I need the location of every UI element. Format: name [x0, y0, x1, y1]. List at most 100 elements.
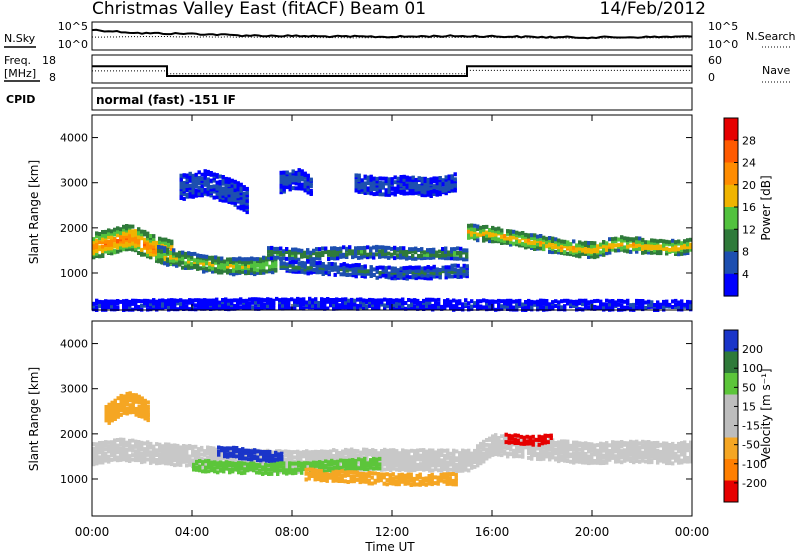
range-gate-cell — [225, 466, 229, 471]
range-gate-cell — [491, 449, 495, 454]
range-gate-cell — [208, 265, 212, 270]
range-gate-cell — [400, 476, 404, 480]
range-gate-cell — [276, 464, 280, 469]
range-gate-cell — [275, 296, 279, 301]
range-gate-cell — [268, 455, 272, 460]
range-gate-cell — [194, 449, 198, 454]
range-gate-cell — [436, 475, 440, 480]
range-gate-cell — [104, 458, 108, 463]
range-gate-cell — [560, 454, 564, 459]
range-gate-cell — [363, 254, 367, 259]
range-gate-cell — [152, 444, 156, 449]
range-gate-cell — [113, 417, 117, 421]
range-gate-cell — [279, 252, 283, 257]
range-gate-cell — [668, 248, 672, 252]
range-gate-cell — [444, 246, 448, 251]
range-gate-cell — [509, 240, 513, 245]
range-gate-cell — [347, 303, 351, 308]
range-gate-cell — [349, 474, 353, 479]
range-gate-cell — [450, 182, 454, 187]
range-gate-cell — [452, 453, 456, 458]
range-gate-cell — [437, 451, 441, 456]
range-gate-cell — [345, 464, 349, 469]
range-gate-cell — [572, 440, 576, 445]
range-gate-cell — [551, 455, 555, 460]
range-gate-cell — [92, 248, 96, 253]
range-gate-cell — [161, 456, 165, 461]
range-gate-cell — [355, 470, 359, 475]
range-gate-cell — [300, 254, 304, 259]
range-gate-cell — [453, 177, 457, 182]
range-gate-cell — [218, 195, 222, 200]
range-gate-cell — [207, 469, 211, 474]
range-gate-cell — [140, 445, 144, 450]
range-gate-cell — [293, 298, 297, 303]
range-gate-cell — [282, 170, 286, 175]
range-gate-cell — [372, 466, 376, 471]
range-gate-cell — [170, 302, 174, 306]
range-gate-cell — [333, 256, 337, 261]
range-gate-cell — [204, 469, 208, 474]
range-gate-cell — [557, 248, 561, 253]
range-gate-cell — [302, 450, 306, 455]
range-gate-cell — [200, 306, 204, 311]
range-gate-cell — [152, 303, 156, 308]
range-gate-cell — [309, 253, 313, 258]
range-gate-cell — [176, 307, 180, 312]
range-gate-cell — [513, 441, 517, 445]
range-gate-cell — [432, 252, 436, 257]
range-gate-cell — [566, 251, 570, 256]
range-gate-cell — [228, 461, 232, 465]
range-gate-cell — [312, 463, 316, 468]
range-gate-cell — [587, 442, 591, 447]
range-gate-cell — [620, 442, 624, 447]
range-gate-cell — [116, 403, 120, 407]
range-gate-cell — [396, 247, 400, 252]
range-gate-cell — [264, 462, 268, 467]
range-gate-cell — [554, 441, 558, 445]
range-gate-cell — [398, 453, 402, 458]
range-gate-cell — [447, 256, 451, 261]
range-gate-cell — [479, 461, 483, 466]
range-gate-cell — [382, 475, 386, 480]
range-gate-cell — [528, 441, 532, 446]
range-gate-cell — [435, 250, 439, 255]
range-gate-cell — [411, 175, 415, 180]
range-gate-cell — [638, 455, 642, 460]
range-gate-cell — [578, 254, 582, 259]
range-gate-cell — [423, 276, 427, 281]
range-gate-cell — [638, 243, 642, 248]
range-gate-cell — [437, 456, 441, 461]
range-gate-cell — [355, 473, 359, 478]
range-gate-cell — [345, 265, 349, 270]
range-gate-cell — [101, 254, 105, 258]
range-gate-cell — [644, 248, 648, 253]
range-gate-cell — [611, 244, 615, 249]
range-gate-cell — [360, 461, 364, 466]
range-gate-cell — [317, 450, 321, 454]
range-gate-cell — [437, 448, 441, 453]
range-gate-cell — [671, 441, 675, 446]
range-gate-cell — [563, 298, 567, 303]
range-gate-cell — [665, 461, 669, 466]
range-gate-cell — [351, 464, 355, 469]
range-gate-cell — [569, 242, 573, 247]
range-gate-cell — [414, 276, 418, 281]
range-gate-cell — [401, 448, 405, 453]
range-gate-cell — [470, 454, 474, 459]
range-gate-cell — [395, 449, 399, 454]
range-gate-cell — [237, 461, 241, 466]
range-gate-cell — [306, 187, 310, 192]
range-gate-cell — [414, 250, 418, 255]
range-gate-cell — [110, 450, 114, 455]
range-gate-cell — [551, 440, 555, 445]
range-gate-cell — [641, 250, 645, 255]
range-gate-cell — [647, 447, 651, 452]
range-gate-cell — [638, 239, 642, 244]
range-gate-cell — [411, 249, 415, 254]
range-gate-cell — [569, 452, 573, 457]
range-gate-cell — [253, 257, 257, 262]
range-gate-cell — [291, 252, 295, 257]
range-gate-cell — [540, 441, 544, 446]
range-gate-cell — [344, 455, 348, 460]
